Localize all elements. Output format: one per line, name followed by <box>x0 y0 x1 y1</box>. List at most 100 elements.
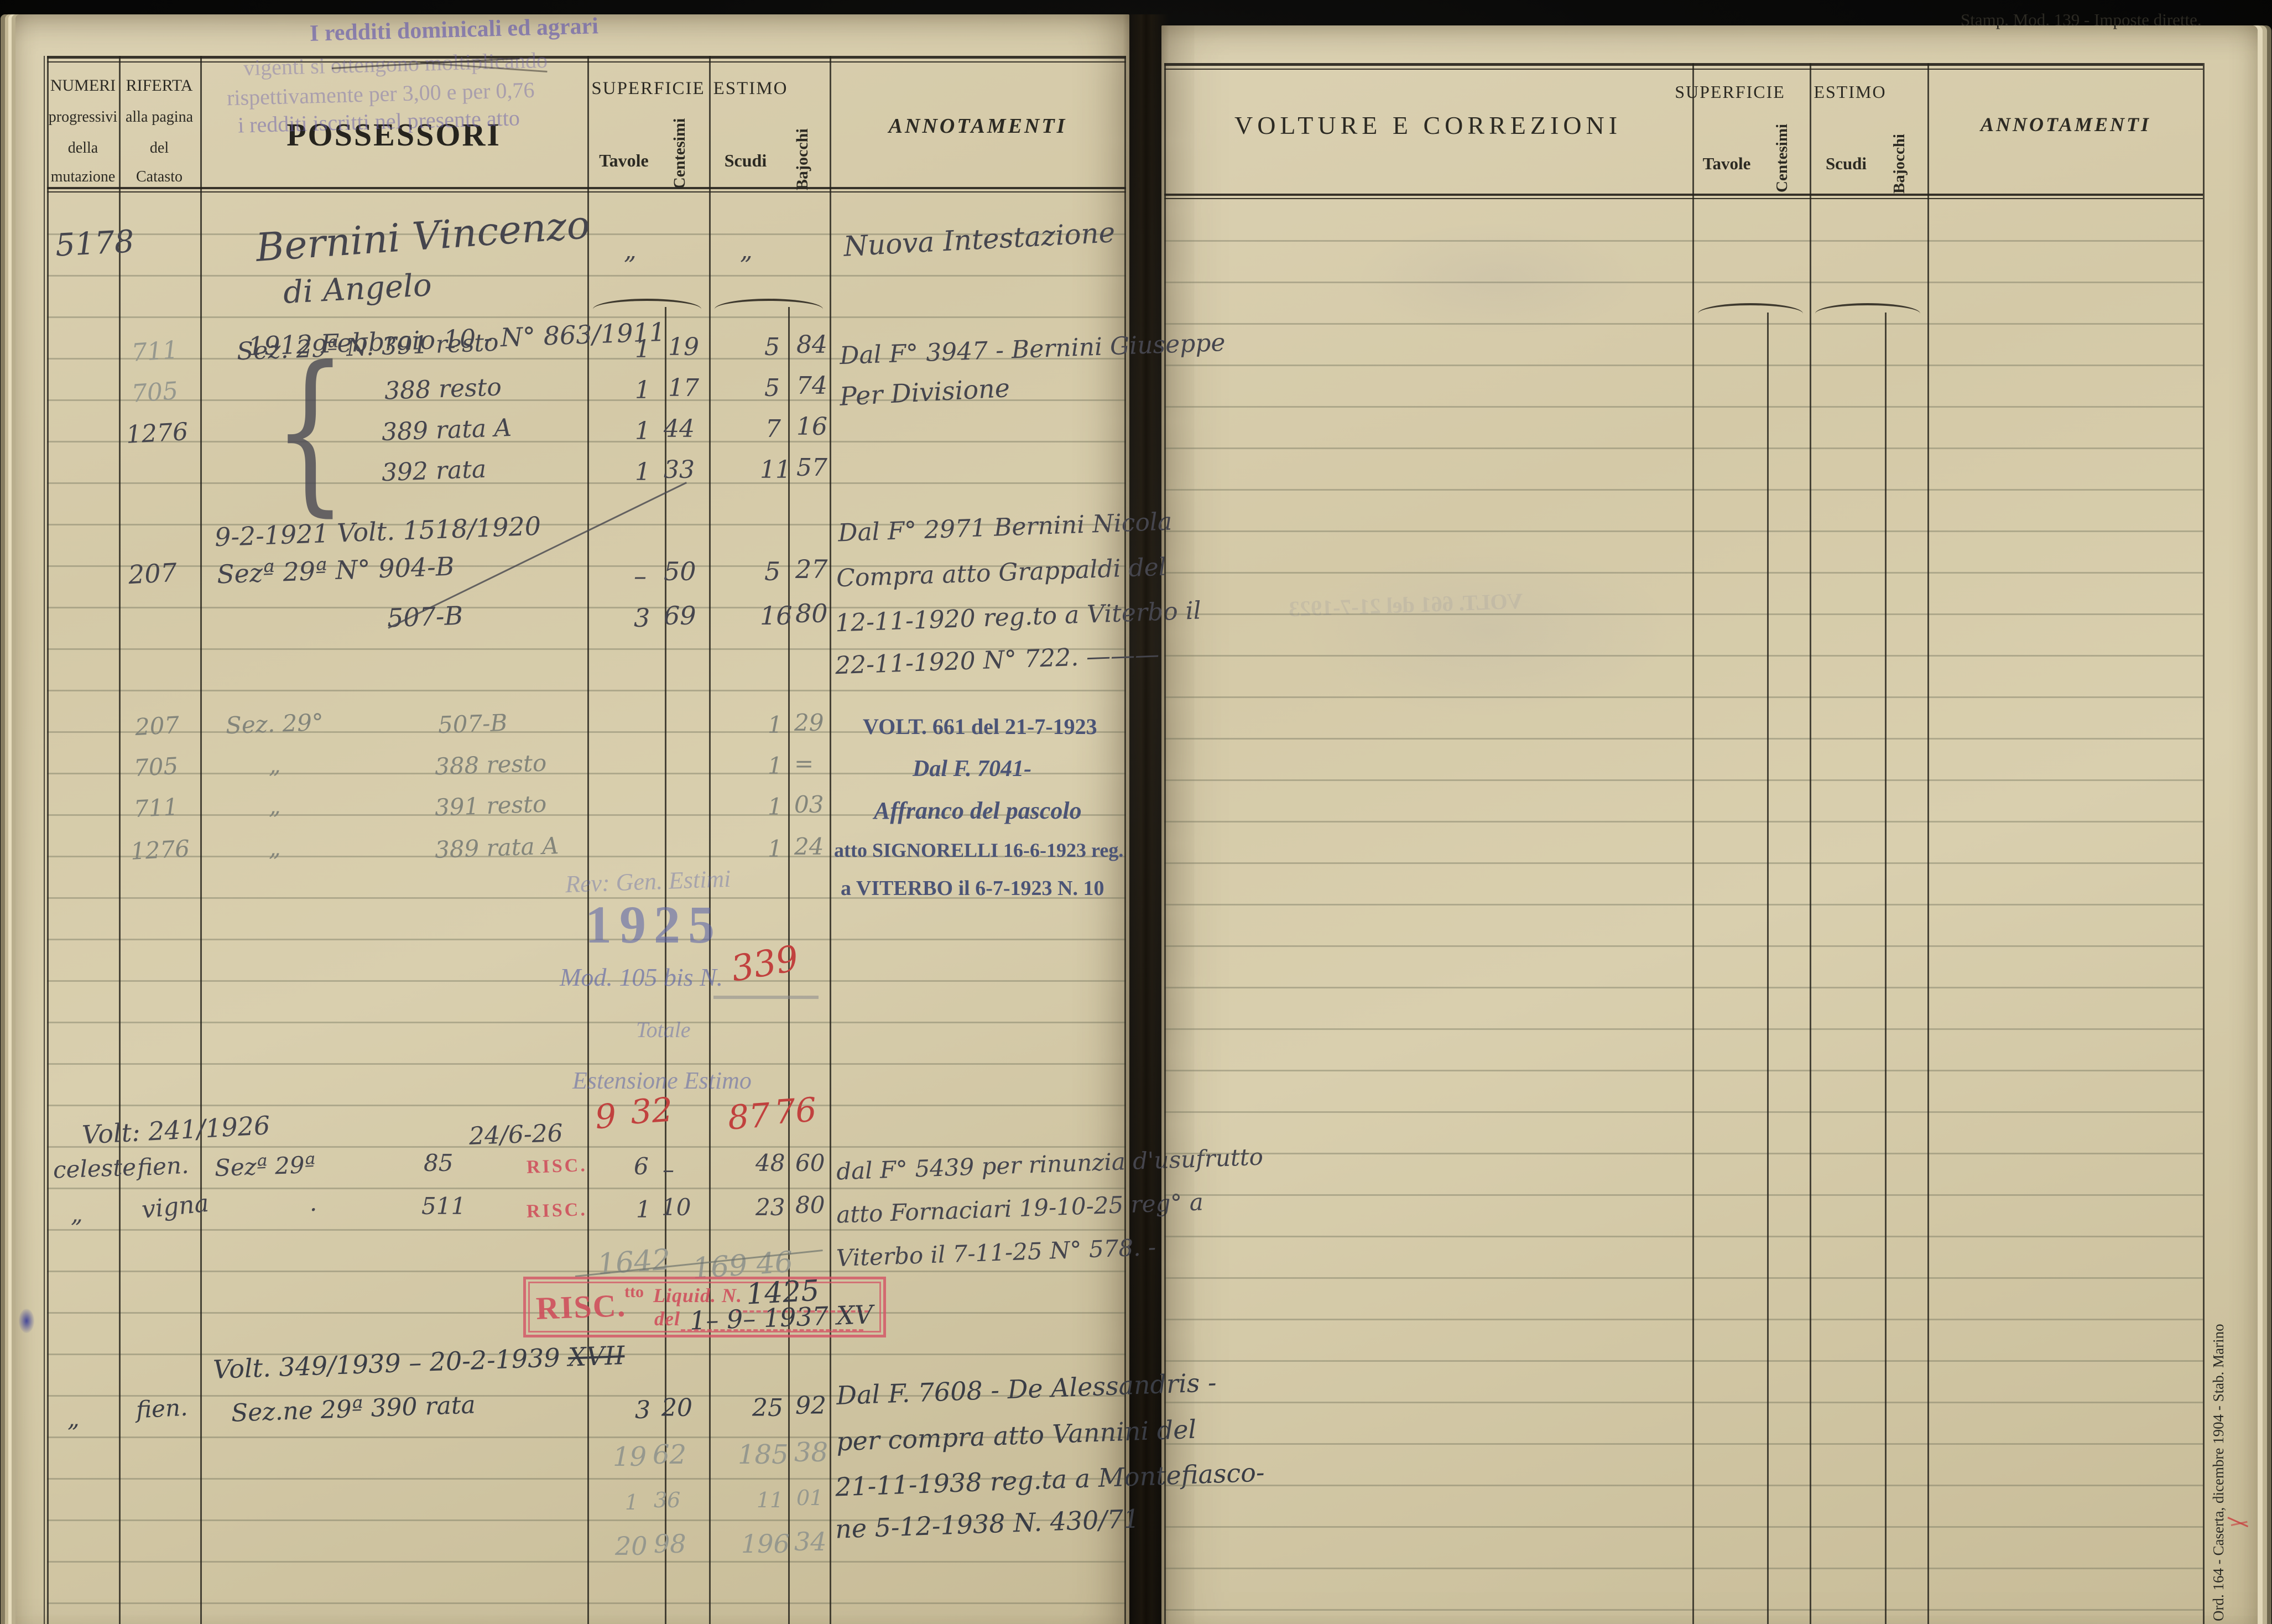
bajocchi-904b: 27 <box>795 554 828 584</box>
centesimi-507b: 69 <box>664 601 696 631</box>
rcol-tavole-divider <box>1767 313 1769 1624</box>
scudi-1923-3: 1 <box>768 835 783 862</box>
printer-credit: Ord. 164 - Caserta, dicembre 1904 - Stab… <box>2210 1324 2227 1621</box>
mod-number-underline <box>713 996 819 999</box>
col-possessori-divider <box>587 56 589 1624</box>
riferta-207: 207 <box>127 557 178 590</box>
right-header-bottom-rule-2 <box>1164 198 2203 199</box>
riferta-1923-1276: 1276 <box>129 835 191 865</box>
tavole-85: 6 <box>634 1153 649 1180</box>
right-page <box>1161 25 2258 1624</box>
bajocchi-85: 60 <box>795 1149 825 1177</box>
pencil-1939-s1: 11 <box>757 1488 784 1512</box>
pencil-1939-b1: 01 <box>796 1486 824 1510</box>
centesimi-904b: 50 <box>664 556 696 586</box>
risc-box-dash-2 <box>681 1329 863 1331</box>
scudi-904b: 5 <box>764 556 781 586</box>
riferta-705: 705 <box>131 377 179 408</box>
scudi-389: 7 <box>765 415 781 443</box>
bajocchi-388: 74 <box>796 372 827 400</box>
centesimi-85: – <box>663 1156 674 1183</box>
estimo-brace <box>715 299 823 309</box>
col-header-bajocchi: Bajocchi <box>793 128 811 190</box>
right-table-top-rule <box>1164 63 2203 66</box>
risc-box-sup: tto <box>624 1283 644 1301</box>
col-header-centesimi: Centesimi <box>670 118 689 189</box>
bleed-through-smudge-2 <box>1300 542 1676 719</box>
left-table-top-rule <box>47 56 1126 59</box>
bajocchi-1923-3: 24 <box>794 833 824 860</box>
bajocchi-392: 57 <box>796 454 827 482</box>
scudi-388: 5 <box>764 374 780 402</box>
sez-29-85: Sezª 29ª <box>214 1151 316 1182</box>
col-tavole-divider <box>665 307 666 1624</box>
mutation-number: 5178 <box>54 223 136 264</box>
totale-stamp: Totale <box>636 1017 691 1042</box>
right-superficie-brace <box>1698 303 1803 314</box>
col-header-tavole: Tavole <box>599 150 649 170</box>
bajocchi-391: 84 <box>796 331 827 359</box>
right-table-top-rule-2 <box>1164 69 2203 70</box>
scudi-1923-2: 1 <box>768 793 783 820</box>
col-header-riferta-2: alla pagina <box>125 108 194 126</box>
rcol-header-scudi: Scudi <box>1825 154 1867 173</box>
rcol-header-bajocchi: Bajocchi <box>1890 134 1908 194</box>
estensione-estimo-stamp: Estensione Estimo <box>572 1067 752 1094</box>
risc-liquidazione-stamp-box: RISC. tto Liquid. N. 1425 del 1– 9– 1937… <box>523 1274 886 1337</box>
col-header-riferta-1: RIFERTA <box>126 76 193 95</box>
risc-box-dash-1 <box>736 1310 869 1313</box>
pencil-1939-b2: 34 <box>794 1527 827 1557</box>
rcol-header-estimo: ESTIMO <box>1814 82 1887 102</box>
col-header-numeri-2: progressivi <box>48 108 118 126</box>
pencil-1939-t1: 1 <box>625 1490 639 1514</box>
col-header-numeri-1: NUMERI <box>50 76 116 95</box>
centesimi-392: 33 <box>664 456 695 484</box>
parcel-392: 392 rata <box>381 455 487 487</box>
sez-dot: . <box>310 1189 317 1216</box>
pencil-1939-s0: 185 <box>738 1439 789 1470</box>
parcel-group-brace: { <box>273 329 347 533</box>
tavole-904b: – <box>634 561 647 591</box>
pencil-1939-c0: 62 <box>653 1439 687 1470</box>
rcol-superficie-divider <box>1810 63 1811 1624</box>
col-header-superficie: SUPERFICIE <box>591 79 705 98</box>
left-right-border <box>1124 56 1126 1624</box>
sez-1923-1: „ <box>269 751 281 778</box>
bajocchi-1923-2: 03 <box>794 791 824 818</box>
parcel-389: 389 rata A <box>381 413 512 447</box>
riferta-1923-711: 711 <box>133 793 179 823</box>
book-binding <box>1123 14 1169 1624</box>
col-header-estimo: ESTIMO <box>713 79 788 98</box>
bajocchi-1923-0: 29 <box>794 709 824 736</box>
volt-661-stamp-line4: atto SIGNORELLI 16-6-1923 reg. <box>834 839 1124 861</box>
scudi-511: 23 <box>755 1194 785 1221</box>
scudi-392: 11 <box>760 456 791 484</box>
parcel-388: 388 resto <box>384 373 502 405</box>
scudi-1923-1: 1 <box>768 752 783 779</box>
scudi-391: 5 <box>764 333 780 361</box>
rcol-header-tavole: Tavole <box>1702 154 1751 173</box>
riferta-711: 711 <box>131 336 179 367</box>
form-model-label: Stamp. Mod. 139 - Imposte dirette. <box>1961 10 2202 29</box>
volt-661-stamp-line1: VOLT. 661 del 21-7-1923 <box>863 714 1097 739</box>
right-ruled-lines <box>1164 200 2203 1624</box>
num-celeste: celeste <box>53 1153 137 1184</box>
bajocchi-507b: 80 <box>795 598 828 628</box>
tavole-389: 1 <box>635 417 650 445</box>
col-header-riferta-3: del <box>149 139 169 157</box>
centesimi-388: 17 <box>668 374 699 402</box>
right-header-bottom-rule <box>1164 194 2203 196</box>
parcel-1923-389: 389 rata A <box>434 832 560 863</box>
scudi-1923-0: 1 <box>768 711 783 738</box>
pencil-1939-c2: 98 <box>654 1529 686 1559</box>
bajocchi-511: 80 <box>795 1191 825 1219</box>
col-header-scudi: Scudi <box>724 150 767 170</box>
pencil-1939-s2: 196 <box>741 1529 790 1559</box>
sez-1923-0: Sez. 29° <box>225 708 324 740</box>
col-header-numeri-4: mutazione <box>50 168 116 185</box>
col-header-riferta-4: Catasto <box>136 168 183 185</box>
totale-superficie-tavole: 9 <box>593 1096 618 1137</box>
sez-1923-2: „ <box>269 792 281 819</box>
left-border <box>47 56 49 1624</box>
centesimi-391: 19 <box>668 333 699 361</box>
